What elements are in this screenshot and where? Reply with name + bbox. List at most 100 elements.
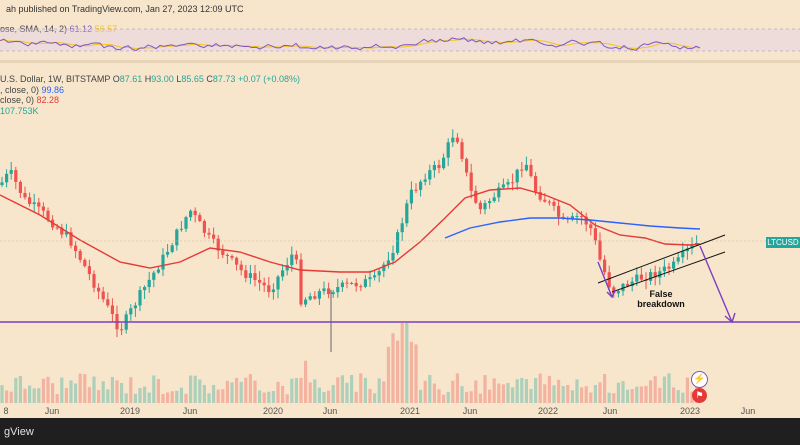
- candle-body: [616, 291, 620, 294]
- volume-bar: [248, 374, 252, 403]
- candle-body: [575, 216, 579, 218]
- chart-canvas[interactable]: [0, 0, 800, 418]
- volume-bar: [630, 389, 634, 403]
- volume-bar: [419, 389, 423, 403]
- candle-body: [465, 158, 469, 173]
- candle-body: [189, 210, 193, 218]
- candle-body: [46, 210, 50, 220]
- candle-body: [658, 271, 662, 278]
- published-header: ah published on TradingView.com, Jan 27,…: [0, 0, 800, 18]
- footer-bar: gView: [0, 418, 800, 445]
- candle-body: [262, 282, 266, 286]
- volume-bar: [478, 393, 482, 403]
- candle-body: [28, 197, 32, 205]
- time-axis-label: 2022: [537, 406, 559, 416]
- candle-body: [451, 137, 455, 143]
- candle-body: [170, 245, 174, 252]
- candle-body: [419, 181, 423, 190]
- volume-bar: [23, 388, 27, 403]
- panel-separator[interactable]: [0, 60, 800, 63]
- volume-bar: [561, 386, 565, 403]
- candle-body: [382, 264, 386, 272]
- volume-bar: [469, 391, 473, 403]
- candle-body: [14, 170, 18, 182]
- volume-bar: [570, 390, 574, 403]
- time-axis-label: 2019: [119, 406, 141, 416]
- candle-body: [285, 264, 289, 271]
- candle-body: [373, 275, 377, 278]
- volume-bar: [460, 386, 464, 403]
- volume-bar: [308, 382, 312, 403]
- volume-bar: [184, 393, 188, 403]
- candle-body: [147, 279, 151, 288]
- volume-bar: [446, 392, 450, 403]
- candle-body: [359, 286, 363, 288]
- volume-bar: [129, 377, 133, 403]
- candle-body: [299, 259, 303, 305]
- rsi-sma-value: 56.57: [94, 24, 118, 34]
- volume-bar: [557, 379, 561, 403]
- candle-body: [340, 282, 344, 288]
- candle-body: [308, 296, 312, 300]
- volume-bar: [285, 394, 289, 403]
- candle-body: [557, 205, 561, 217]
- candle-body: [589, 224, 593, 229]
- candle-body: [428, 170, 432, 180]
- candle-body: [667, 266, 671, 269]
- candle-body: [161, 254, 165, 270]
- candle-body: [501, 184, 505, 188]
- volume-bar: [161, 393, 165, 403]
- time-axis[interactable]: 8 Jun 2019 Jun 2020 Jun 2021 Jun 2022 Jun 2023 Jun: [0, 403, 800, 417]
- volume-bar: [373, 393, 377, 403]
- candle-body: [534, 176, 538, 192]
- volume-bar: [294, 378, 298, 403]
- candle-body: [515, 169, 519, 183]
- candle-body: [225, 254, 229, 256]
- volume-bar: [152, 375, 156, 403]
- lightning-icon[interactable]: ⚡: [691, 371, 708, 388]
- candle-body: [281, 270, 285, 277]
- us-flag-icon[interactable]: ⚑: [692, 388, 707, 403]
- candle-body: [681, 251, 685, 258]
- volume-bar: [538, 373, 542, 403]
- candle-body: [101, 291, 105, 300]
- false-breakdown-annotation: False breakdown: [637, 289, 685, 309]
- candle-body: [336, 287, 340, 293]
- volume-bar: [409, 341, 413, 403]
- candle-body: [529, 164, 533, 177]
- volume-bars: [0, 323, 699, 403]
- volume-bar: [612, 393, 616, 403]
- volume-bar: [432, 383, 436, 403]
- volume-bar: [511, 387, 515, 403]
- candle-body: [18, 181, 22, 193]
- volume-bar: [276, 381, 280, 403]
- candle-body: [460, 142, 464, 159]
- volume-bar: [37, 388, 41, 403]
- candle-body: [120, 329, 124, 331]
- volume-bar: [437, 389, 441, 403]
- time-axis-label: 2021: [399, 406, 421, 416]
- candle-body: [78, 251, 82, 260]
- candle-body: [143, 287, 147, 291]
- candle-body: [230, 255, 234, 258]
- candle-body: [350, 282, 354, 284]
- volume-bar: [216, 389, 220, 403]
- candle-body: [580, 216, 584, 218]
- candle-body: [83, 259, 87, 267]
- volume-bar: [115, 380, 119, 403]
- volume-bar: [423, 380, 427, 403]
- candle-body: [244, 270, 248, 278]
- candle-body: [469, 172, 473, 191]
- moving-averages: [0, 187, 701, 273]
- volume-bar: [239, 381, 243, 403]
- candle-body: [198, 215, 202, 222]
- candle-body: [483, 203, 487, 210]
- volume-bar: [350, 375, 354, 403]
- volume-legend: 107.753K: [0, 105, 39, 116]
- volume-bar: [414, 344, 418, 403]
- candle-body: [55, 227, 59, 229]
- candle-body: [363, 279, 367, 287]
- candle-body: [524, 164, 528, 171]
- volume-bar: [584, 386, 588, 403]
- candle-body: [258, 279, 262, 283]
